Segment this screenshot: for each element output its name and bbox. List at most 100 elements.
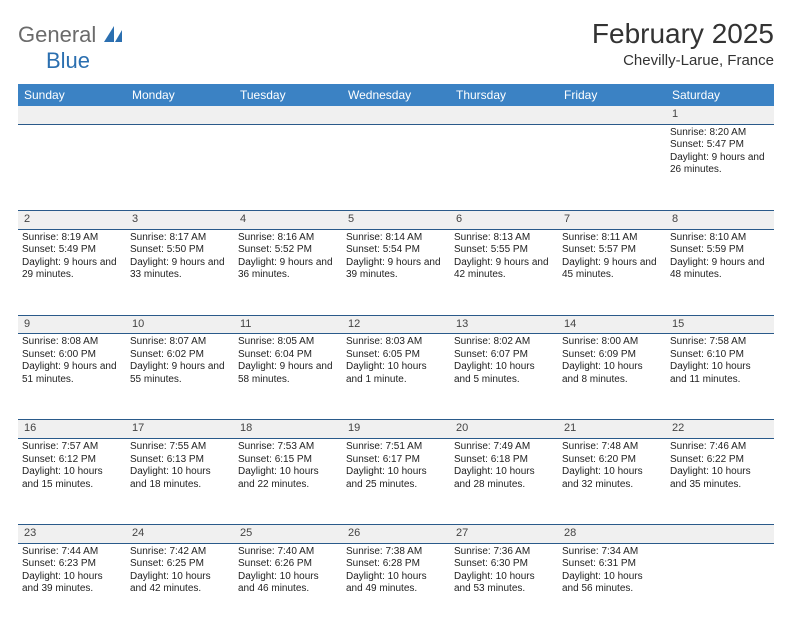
daylight-line: Daylight: 10 hours and 5 minutes.	[454, 361, 554, 386]
day-number-row: 9101112131415	[18, 315, 774, 334]
day-detail-cell: Sunrise: 7:49 AMSunset: 6:18 PMDaylight:…	[450, 439, 558, 525]
day-number-cell: 7	[558, 210, 666, 229]
daylight-line: Daylight: 10 hours and 46 minutes.	[238, 571, 338, 596]
sunset-line: Sunset: 5:55 PM	[454, 244, 554, 257]
sunset-line: Sunset: 6:28 PM	[346, 558, 446, 571]
day-detail-cell: Sunrise: 7:48 AMSunset: 6:20 PMDaylight:…	[558, 439, 666, 525]
day-detail-cell: Sunrise: 7:55 AMSunset: 6:13 PMDaylight:…	[126, 439, 234, 525]
calendar-table: SundayMondayTuesdayWednesdayThursdayFrid…	[18, 84, 774, 629]
daylight-line: Daylight: 10 hours and 39 minutes.	[22, 571, 122, 596]
day-detail-cell: Sunrise: 7:44 AMSunset: 6:23 PMDaylight:…	[18, 543, 126, 629]
month-title: February 2025	[592, 18, 774, 50]
sunset-line: Sunset: 5:59 PM	[670, 244, 770, 257]
day-number-cell	[126, 106, 234, 124]
day-detail-cell	[666, 543, 774, 629]
sunrise-line: Sunrise: 7:36 AM	[454, 546, 554, 559]
daylight-line: Daylight: 10 hours and 28 minutes.	[454, 466, 554, 491]
sunset-line: Sunset: 6:18 PM	[454, 454, 554, 467]
day-number-cell: 1	[666, 106, 774, 124]
week-detail-row: Sunrise: 7:44 AMSunset: 6:23 PMDaylight:…	[18, 543, 774, 629]
sunset-line: Sunset: 6:04 PM	[238, 349, 338, 362]
day-number-cell: 6	[450, 210, 558, 229]
day-number-cell: 28	[558, 525, 666, 544]
day-number-cell: 22	[666, 420, 774, 439]
day-detail-cell: Sunrise: 8:02 AMSunset: 6:07 PMDaylight:…	[450, 334, 558, 420]
day-number-cell: 11	[234, 315, 342, 334]
daylight-line: Daylight: 10 hours and 8 minutes.	[562, 361, 662, 386]
day-number-cell: 13	[450, 315, 558, 334]
sunrise-line: Sunrise: 7:42 AM	[130, 546, 230, 559]
sunset-line: Sunset: 5:57 PM	[562, 244, 662, 257]
daylight-line: Daylight: 10 hours and 35 minutes.	[670, 466, 770, 491]
day-detail-cell: Sunrise: 8:16 AMSunset: 5:52 PMDaylight:…	[234, 229, 342, 315]
day-number-cell: 5	[342, 210, 450, 229]
week-detail-row: Sunrise: 8:19 AMSunset: 5:49 PMDaylight:…	[18, 229, 774, 315]
day-detail-cell	[18, 124, 126, 210]
day-detail-cell: Sunrise: 7:36 AMSunset: 6:30 PMDaylight:…	[450, 543, 558, 629]
daylight-line: Daylight: 10 hours and 25 minutes.	[346, 466, 446, 491]
sunset-line: Sunset: 6:17 PM	[346, 454, 446, 467]
location: Chevilly-Larue, France	[592, 52, 774, 69]
sunrise-line: Sunrise: 8:10 AM	[670, 232, 770, 245]
sunrise-line: Sunrise: 7:44 AM	[22, 546, 122, 559]
day-number-cell	[450, 106, 558, 124]
sunset-line: Sunset: 5:49 PM	[22, 244, 122, 257]
week-detail-row: Sunrise: 8:08 AMSunset: 6:00 PMDaylight:…	[18, 334, 774, 420]
day-number-cell: 23	[18, 525, 126, 544]
sunrise-line: Sunrise: 8:13 AM	[454, 232, 554, 245]
day-number-cell: 12	[342, 315, 450, 334]
sunset-line: Sunset: 6:02 PM	[130, 349, 230, 362]
day-number-row: 1	[18, 106, 774, 124]
brand-part1: General	[18, 22, 96, 47]
day-detail-cell	[558, 124, 666, 210]
day-number-cell	[18, 106, 126, 124]
day-header-row: SundayMondayTuesdayWednesdayThursdayFrid…	[18, 84, 774, 106]
daylight-line: Daylight: 10 hours and 49 minutes.	[346, 571, 446, 596]
daylight-line: Daylight: 9 hours and 45 minutes.	[562, 257, 662, 282]
day-detail-cell	[126, 124, 234, 210]
sunset-line: Sunset: 6:07 PM	[454, 349, 554, 362]
sunrise-line: Sunrise: 8:14 AM	[346, 232, 446, 245]
day-number-cell: 8	[666, 210, 774, 229]
day-number-cell: 16	[18, 420, 126, 439]
day-number-row: 232425262728	[18, 525, 774, 544]
sunrise-line: Sunrise: 8:07 AM	[130, 336, 230, 349]
day-number-cell: 17	[126, 420, 234, 439]
sunset-line: Sunset: 6:00 PM	[22, 349, 122, 362]
sunset-line: Sunset: 6:10 PM	[670, 349, 770, 362]
day-detail-cell: Sunrise: 7:38 AMSunset: 6:28 PMDaylight:…	[342, 543, 450, 629]
sunrise-line: Sunrise: 8:00 AM	[562, 336, 662, 349]
day-number-cell: 21	[558, 420, 666, 439]
daylight-line: Daylight: 9 hours and 29 minutes.	[22, 257, 122, 282]
sunrise-line: Sunrise: 8:05 AM	[238, 336, 338, 349]
sunset-line: Sunset: 5:54 PM	[346, 244, 446, 257]
sunrise-line: Sunrise: 8:17 AM	[130, 232, 230, 245]
sunrise-line: Sunrise: 7:55 AM	[130, 441, 230, 454]
day-detail-cell: Sunrise: 7:51 AMSunset: 6:17 PMDaylight:…	[342, 439, 450, 525]
day-detail-cell: Sunrise: 8:13 AMSunset: 5:55 PMDaylight:…	[450, 229, 558, 315]
day-detail-cell	[342, 124, 450, 210]
sunrise-line: Sunrise: 7:58 AM	[670, 336, 770, 349]
sunrise-line: Sunrise: 7:57 AM	[22, 441, 122, 454]
day-detail-cell: Sunrise: 8:00 AMSunset: 6:09 PMDaylight:…	[558, 334, 666, 420]
sunset-line: Sunset: 5:47 PM	[670, 139, 770, 152]
day-detail-cell: Sunrise: 8:14 AMSunset: 5:54 PMDaylight:…	[342, 229, 450, 315]
sunrise-line: Sunrise: 7:38 AM	[346, 546, 446, 559]
sunrise-line: Sunrise: 7:46 AM	[670, 441, 770, 454]
day-number-cell	[234, 106, 342, 124]
brand-part2: Blue	[46, 48, 90, 73]
day-number-cell: 25	[234, 525, 342, 544]
sunrise-line: Sunrise: 8:11 AM	[562, 232, 662, 245]
sunset-line: Sunset: 6:05 PM	[346, 349, 446, 362]
day-number-cell	[558, 106, 666, 124]
daylight-line: Daylight: 9 hours and 51 minutes.	[22, 361, 122, 386]
day-number-cell: 15	[666, 315, 774, 334]
day-header: Thursday	[450, 84, 558, 106]
day-detail-cell	[450, 124, 558, 210]
week-detail-row: Sunrise: 8:20 AMSunset: 5:47 PMDaylight:…	[18, 124, 774, 210]
day-detail-cell: Sunrise: 8:10 AMSunset: 5:59 PMDaylight:…	[666, 229, 774, 315]
day-number-cell	[342, 106, 450, 124]
daylight-line: Daylight: 10 hours and 11 minutes.	[670, 361, 770, 386]
day-detail-cell: Sunrise: 8:11 AMSunset: 5:57 PMDaylight:…	[558, 229, 666, 315]
daylight-line: Daylight: 9 hours and 26 minutes.	[670, 152, 770, 177]
